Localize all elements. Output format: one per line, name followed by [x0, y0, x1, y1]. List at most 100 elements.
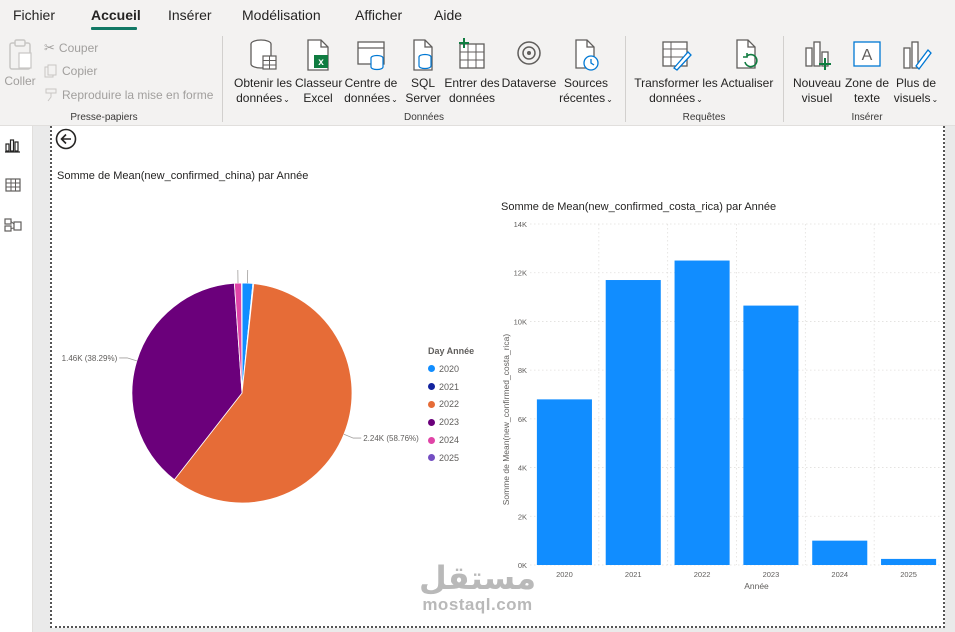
x-tick-label: 2022	[694, 570, 711, 579]
table-view-icon[interactable]	[4, 176, 22, 194]
cut-button[interactable]: ✂ Couper	[44, 40, 98, 56]
bar-chart[interactable]: 0K 2K 4K 6K 8K 10K 12K 14K 2020 2021 2022 2023 2024 2…	[495, 215, 945, 595]
new-visual-label-2: visuel	[801, 91, 833, 105]
more-visuals-label-1: Plus de	[895, 76, 937, 90]
legend-item-2021[interactable]: 2021	[428, 378, 474, 396]
format-painter-button[interactable]: Reproduire la mise en forme	[44, 88, 213, 102]
ribbon-divider	[783, 36, 784, 122]
pie-leader-line	[119, 357, 137, 362]
dataverse-button[interactable]: Dataverse	[501, 38, 557, 91]
pie-chart-title: Somme de Mean(new_confirmed_china) par A…	[57, 170, 309, 182]
y-tick-label: 2K	[518, 512, 527, 521]
pie-legend: Day Année 2020 2021 2022 2023 2024 2025	[428, 346, 474, 467]
table-plus-icon	[459, 38, 485, 69]
clipboard-group-label: Presse-papiers	[70, 112, 138, 123]
legend-marker	[428, 418, 435, 426]
excel-label-1: Classeur	[295, 76, 343, 90]
menu-bar: Fichier Accueil Insérer Modélisation Aff…	[0, 0, 955, 32]
get-data-label-1: Obtenir les	[233, 76, 293, 90]
legend-title: Day Année	[428, 346, 475, 356]
y-tick-label: 0K	[518, 561, 527, 570]
chevron-down-icon: ⌄	[391, 95, 398, 104]
paste-icon	[9, 39, 32, 70]
pie-slice-2023[interactable]	[131, 282, 243, 481]
ribbon: Coller ✂ Couper Copier Reproduire la mis…	[0, 32, 955, 126]
pie-leader-line	[237, 270, 239, 284]
x-axis-title: Année	[744, 581, 769, 591]
legend-marker	[428, 383, 435, 391]
new-visual-button[interactable]: Nouveau visuel	[790, 38, 844, 106]
model-view-icon[interactable]	[4, 216, 22, 234]
refresh-label: Actualiser	[720, 76, 774, 90]
sql-label-2: Server	[405, 91, 441, 105]
menu-modelisation[interactable]: Modélisation	[242, 7, 321, 23]
y-tick-label: 14K	[514, 220, 527, 229]
legend-label: 2024	[439, 435, 460, 446]
legend-item-2025[interactable]: 2025	[428, 449, 474, 467]
textbox-button[interactable]: A Zone de texte	[843, 38, 891, 106]
recent-sources-button[interactable]: Sources récentes⌄	[556, 38, 616, 107]
more-visuals-button[interactable]: Plus de visuels⌄	[890, 38, 942, 107]
data-hub-label-1: Centre de	[344, 76, 398, 90]
get-data-label-2: données	[236, 91, 283, 105]
legend-item-2024[interactable]: 2024	[428, 431, 474, 449]
x-tick-label: 2024	[831, 570, 848, 579]
legend-marker	[428, 365, 435, 373]
menu-accueil[interactable]: Accueil	[91, 7, 141, 23]
new-visual-icon	[805, 41, 831, 70]
enter-data-label-1: Entrer des	[444, 76, 500, 90]
y-tick-label: 4K	[518, 464, 527, 473]
y-tick-label: 12K	[514, 269, 527, 278]
legend-item-2022[interactable]: 2022	[428, 396, 474, 414]
chevron-down-icon: ⌄	[606, 95, 613, 104]
bar-2022[interactable]	[674, 260, 730, 565]
transform-data-icon	[662, 41, 692, 71]
refresh-icon	[736, 39, 758, 69]
x-tick-label: 2025	[900, 570, 917, 579]
report-view-icon[interactable]	[4, 136, 22, 154]
legend-item-2020[interactable]: 2020	[428, 360, 474, 378]
more-visuals-icon	[903, 41, 932, 70]
menu-inserer[interactable]: Insérer	[168, 7, 212, 23]
bar-2021[interactable]	[605, 280, 661, 565]
x-tick-label: 2021	[625, 570, 642, 579]
transform-data-button[interactable]: Transformer les données⌄	[632, 38, 720, 107]
copy-button[interactable]: Copier	[44, 64, 97, 78]
watermark-arabic: مستقل	[418, 559, 537, 597]
legend-item-2023[interactable]: 2023	[428, 413, 474, 431]
view-rail	[0, 126, 33, 632]
pie-slice-2022[interactable]	[173, 283, 353, 504]
paste-label: Coller	[4, 74, 36, 88]
recent-sources-label-1: Sources	[563, 76, 609, 90]
x-tick-label: 2020	[556, 570, 573, 579]
enter-data-button[interactable]: Entrer des données	[443, 38, 501, 106]
menu-afficher[interactable]: Afficher	[355, 7, 403, 23]
pie-data-label: 1.46K (38.29%)	[62, 354, 118, 363]
menu-fichier[interactable]: Fichier	[13, 7, 56, 23]
bar-2025[interactable]	[881, 558, 937, 565]
refresh-button[interactable]: Actualiser	[718, 38, 776, 91]
bar-2024[interactable]	[812, 540, 868, 565]
pie-leader-line	[247, 270, 249, 284]
pie-chart[interactable]: 0.06K (1.66%)2.24K (58.76%)1.46K (38.29%…	[55, 270, 425, 540]
bar-2023[interactable]	[743, 305, 799, 565]
data-hub-button[interactable]: Centre de données⌄	[341, 38, 401, 107]
sql-server-icon	[413, 39, 433, 71]
textbox-label-2: texte	[853, 91, 880, 105]
legend-label: 2020	[439, 363, 460, 374]
y-axis-title: Somme de Mean(new_confirmed_costa_rica)	[501, 334, 511, 506]
watermark-latin: mostaql.com	[422, 595, 533, 614]
bar-2020[interactable]	[536, 399, 592, 565]
sql-server-button[interactable]: SQL Server	[404, 38, 442, 106]
watermark: مستقل mostaql.com	[410, 560, 545, 620]
get-data-button[interactable]: Obtenir les données⌄	[230, 38, 296, 107]
menu-aide[interactable]: Aide	[434, 7, 463, 23]
insert-group-label: Insérer	[851, 112, 883, 123]
svg-text:x: x	[318, 57, 324, 68]
paste-button[interactable]: Coller	[4, 38, 36, 89]
back-arrow-icon[interactable]	[55, 128, 77, 150]
format-painter-label: Reproduire la mise en forme	[62, 88, 214, 102]
excel-workbook-button[interactable]: x Classeur Excel	[295, 38, 343, 106]
dataverse-icon	[517, 41, 541, 65]
copy-icon	[44, 64, 57, 78]
